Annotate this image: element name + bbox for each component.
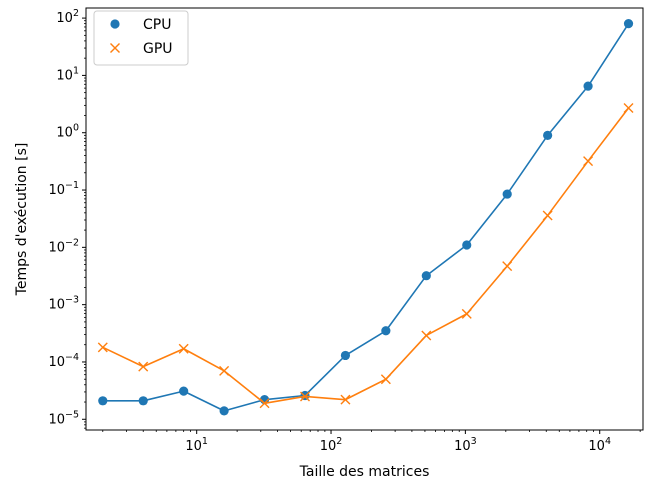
marker-stroke xyxy=(138,361,149,372)
marker-stroke xyxy=(219,365,230,376)
marker-stroke xyxy=(178,343,189,354)
data-point-cpu xyxy=(98,396,108,406)
data-point-gpu xyxy=(299,391,310,402)
marker-stroke xyxy=(340,394,351,405)
legend-marker-cpu xyxy=(110,19,120,29)
data-point-cpu xyxy=(179,386,189,396)
data-point-gpu xyxy=(178,343,189,354)
data-point-gpu xyxy=(340,394,351,405)
data-point-cpu xyxy=(219,406,229,416)
series-group xyxy=(97,19,634,416)
y-tick-label: 100 xyxy=(56,123,79,141)
y-tick-label: 10−1 xyxy=(48,180,79,198)
x-tick-label: 103 xyxy=(454,436,477,454)
plot-frame xyxy=(85,7,644,431)
data-point-cpu xyxy=(381,326,391,336)
data-point-gpu xyxy=(461,308,472,319)
data-point-cpu xyxy=(502,189,512,199)
marker-stroke xyxy=(502,261,513,272)
axes: 101 102 103 104 10−5 10−4 10−3 10−2 10−1 100 101 10… xyxy=(48,7,644,454)
legend-label-gpu: GPU xyxy=(143,41,173,57)
data-point-gpu xyxy=(138,361,149,372)
x-tick-label: 104 xyxy=(588,436,611,454)
x-tick-label: 102 xyxy=(320,436,343,454)
marker-stroke xyxy=(299,391,310,402)
y-tick-label: 102 xyxy=(56,8,79,26)
marker-stroke xyxy=(461,308,472,319)
data-point-cpu xyxy=(583,81,593,91)
y-tick-label: 10−5 xyxy=(48,409,79,427)
x-axis-label: Taille des matrices xyxy=(299,464,430,480)
marker-stroke xyxy=(97,342,108,353)
series-line-cpu xyxy=(102,23,630,412)
data-point-gpu xyxy=(583,156,594,167)
marker-stroke xyxy=(623,102,634,113)
data-point-cpu xyxy=(340,350,351,361)
marker-stroke xyxy=(542,210,553,221)
x-tick-label: 101 xyxy=(185,436,208,454)
y-tick-label: 10−2 xyxy=(48,237,79,255)
marker-stroke xyxy=(259,398,270,409)
data-point-cpu xyxy=(462,240,472,250)
y-axis-label: Temps d'exécution [s] xyxy=(14,143,30,297)
marker-stroke xyxy=(380,374,391,385)
marker-stroke xyxy=(110,43,120,53)
data-point-gpu xyxy=(502,261,513,272)
data-point-gpu xyxy=(259,398,270,409)
data-point-gpu xyxy=(623,102,634,113)
data-point-gpu xyxy=(97,342,108,353)
data-point-cpu xyxy=(623,19,634,29)
legend-label-cpu: CPU xyxy=(143,17,171,33)
data-point-cpu xyxy=(543,130,553,140)
series-line-gpu xyxy=(102,107,630,405)
legend-marker-gpu xyxy=(110,43,120,53)
data-point-gpu xyxy=(542,210,553,221)
y-tick-label: 10−4 xyxy=(48,352,79,370)
y-tick-label: 101 xyxy=(56,65,79,83)
data-point-gpu xyxy=(421,330,432,341)
data-point-cpu xyxy=(421,271,431,281)
data-point-cpu xyxy=(138,396,148,406)
y-tick-label: 10−3 xyxy=(48,295,79,313)
data-point-gpu xyxy=(219,365,230,376)
marker-stroke xyxy=(583,156,594,167)
data-point-gpu xyxy=(380,374,391,385)
legend-box xyxy=(93,10,189,66)
marker-stroke xyxy=(421,330,432,341)
legend: CPU GPU xyxy=(93,10,189,66)
